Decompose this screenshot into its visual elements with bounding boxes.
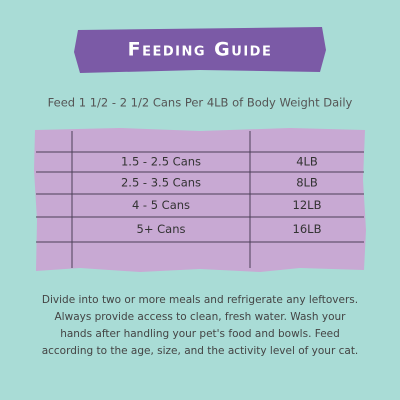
note-line: hands after handling your pet's food and…: [60, 328, 340, 340]
amount-cell: 2.5 - 3.5 Cans: [121, 176, 201, 190]
weight-cell: 8LB: [296, 176, 318, 190]
weight-cell: 16LB: [293, 222, 322, 236]
amount-cell: 5+ Cans: [137, 222, 186, 236]
amount-cell: 4 - 5 Cans: [132, 198, 190, 212]
weight-cell: 4LB: [296, 155, 318, 169]
note-line: according to the age, size, and the acti…: [42, 345, 359, 357]
subtitle: Feed 1 1/2 - 2 1/2 Cans Per 4LB of Body …: [48, 96, 353, 110]
table: 1.5 - 2.5 Cans 4LB 2.5 - 3.5 Cans 8LB 4 - 5 …: [36, 131, 364, 268]
title-banner: [74, 27, 326, 73]
amount-cell: 1.5 - 2.5 Cans: [121, 155, 201, 169]
note-line: Divide into two or more meals and refrig…: [42, 294, 358, 306]
weight-cell: 12LB: [293, 198, 322, 212]
title: Feeding Guide: [128, 39, 273, 61]
notes: Divide into two or more meals and refrig…: [42, 294, 359, 357]
note-line: Always provide access to clean, fresh wa…: [55, 311, 347, 323]
table-background: [34, 128, 366, 272]
